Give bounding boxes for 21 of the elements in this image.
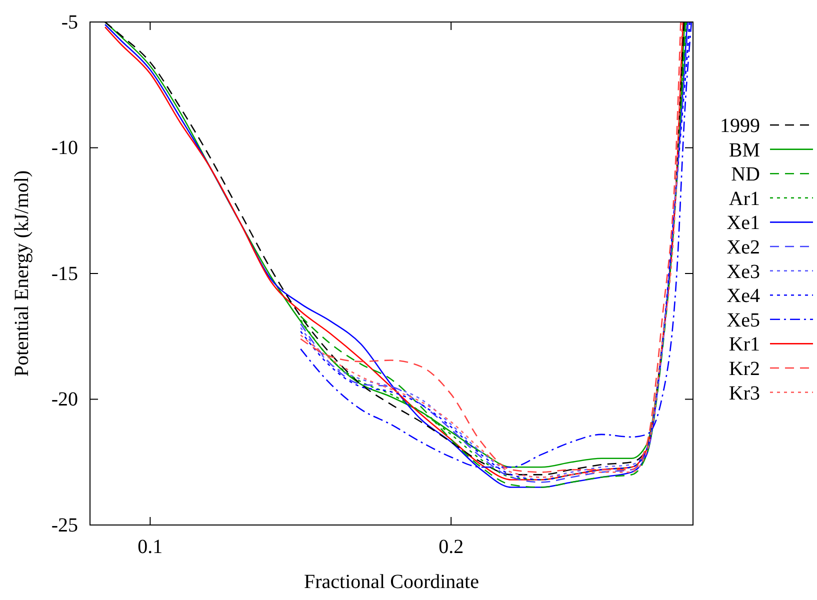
legend-label: Ar1 [728, 188, 760, 210]
legend-label: ND [731, 164, 760, 186]
x-axis-title: Fractional Coordinate [304, 571, 480, 593]
y-tick-label: -25 [51, 514, 78, 536]
legend-label: BM [728, 139, 760, 162]
x-tick-label: 0.2 [438, 536, 464, 558]
legend-label: Xe2 [726, 236, 760, 258]
legend-label: Xe1 [726, 212, 760, 234]
x-tick-label: 0.1 [138, 536, 163, 558]
y-tick-label: -10 [51, 137, 78, 160]
legend-label: Xe4 [726, 285, 760, 308]
legend-label: Kr1 [728, 334, 760, 356]
legend-label: 1999 [720, 115, 760, 137]
y-tick-label: -20 [51, 388, 78, 411]
y-tick-label: -5 [61, 11, 78, 34]
y-axis-title: Potential Energy (kJ/mol) [11, 170, 33, 377]
legend-label: Xe3 [726, 260, 760, 283]
y-tick-label: -15 [51, 262, 78, 285]
legend-label: Kr2 [728, 358, 760, 380]
legend-label: Xe5 [726, 309, 760, 332]
legend-label: Kr3 [728, 382, 760, 404]
